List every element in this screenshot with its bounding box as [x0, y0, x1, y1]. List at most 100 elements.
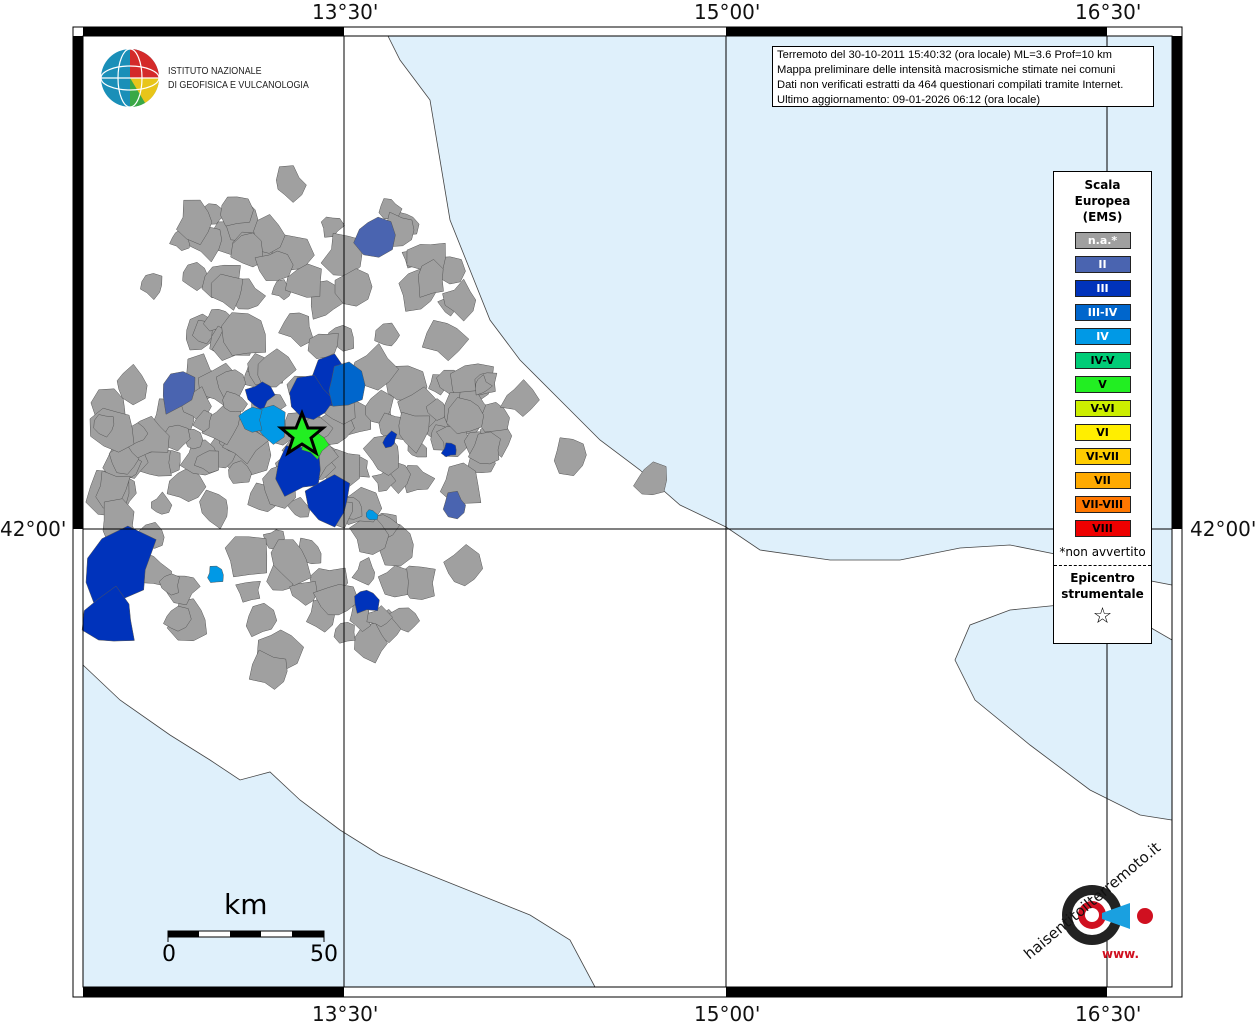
municipality — [151, 491, 173, 515]
legend-title: (EMS) — [1082, 210, 1123, 224]
municipality — [366, 605, 393, 628]
lon-label-bottom: 15°00' — [694, 1002, 761, 1024]
municipality — [210, 273, 244, 311]
municipality — [289, 581, 318, 606]
municipality — [278, 312, 314, 348]
legend-title: Scala — [1084, 178, 1121, 192]
scale-unit: km — [224, 888, 268, 921]
municipality — [353, 216, 396, 258]
legend-swatch: VIII — [1074, 520, 1131, 537]
municipality — [228, 460, 252, 484]
lon-label-top: 15°00' — [694, 0, 761, 24]
municipality — [351, 557, 375, 586]
haisentito-logo: haisentitoilterremoto.it www. — [1020, 838, 1164, 975]
scale-max: 50 — [310, 942, 338, 967]
municipality — [333, 622, 356, 644]
info-line: Mappa preliminare delle intensità macros… — [777, 64, 1116, 76]
municipality — [199, 489, 228, 530]
legend-swatch: VI-VII — [1074, 448, 1131, 465]
municipality — [388, 607, 421, 633]
legend-swatch: VII-VIII — [1074, 496, 1131, 513]
lon-label-bottom: 13°30' — [312, 1002, 379, 1024]
municipality — [421, 320, 470, 362]
municipality — [162, 371, 196, 415]
intensity-legend: Scala Europea (EMS) n.a.* II III III-IV IV IV-V… — [1053, 171, 1152, 644]
municipality — [382, 430, 398, 449]
municipality — [244, 381, 276, 412]
municipality — [257, 348, 297, 388]
municipality — [349, 514, 390, 555]
municipality — [224, 536, 268, 578]
legend-swatch: n.a.* — [1074, 232, 1131, 249]
municipality — [248, 649, 288, 690]
municipality — [467, 431, 501, 465]
municipality — [192, 409, 213, 433]
municipality — [193, 450, 219, 474]
scale-min: 0 — [162, 942, 176, 967]
municipality — [475, 374, 493, 396]
lon-label-top: 13°30' — [312, 0, 379, 24]
municipality — [163, 605, 192, 632]
municipality — [304, 474, 351, 528]
frame-ticks — [73, 27, 1182, 997]
epicenter-star-icon — [276, 408, 328, 457]
municipality — [289, 375, 335, 420]
municipality — [220, 196, 254, 227]
municipality — [235, 580, 261, 603]
municipality — [207, 565, 224, 583]
municipality — [116, 363, 148, 406]
municipality — [442, 278, 477, 322]
municipality — [442, 490, 466, 520]
epicenter-label: strumentale — [1061, 587, 1144, 601]
municipality — [417, 259, 444, 298]
municipality — [245, 602, 278, 638]
municipality — [176, 199, 213, 246]
municipality — [398, 411, 430, 454]
star-icon: ☆ — [1092, 604, 1113, 629]
municipality — [286, 496, 311, 518]
municipality — [374, 322, 400, 347]
legend-swatch: III-IV — [1074, 304, 1131, 321]
legend-note: *non avvertito — [1059, 545, 1146, 559]
municipality — [633, 461, 667, 496]
municipality — [328, 361, 366, 407]
lat-label-right: 42°00' — [1190, 517, 1255, 541]
legend-swatch: IV — [1074, 328, 1131, 345]
municipality — [238, 406, 263, 433]
municipality — [159, 573, 180, 596]
municipality — [182, 262, 209, 292]
municipality — [354, 622, 388, 664]
legend-swatch: II — [1074, 256, 1131, 273]
municipality — [222, 390, 248, 413]
municipality — [85, 525, 157, 611]
municipality — [93, 414, 115, 438]
municipality — [254, 250, 294, 281]
municipality — [140, 273, 163, 301]
municipality — [276, 165, 307, 203]
logo-prefix: www. — [1102, 947, 1140, 961]
municipality — [425, 398, 447, 421]
event-info-box: Terremoto del 30-10-2011 15:40:32 (ora l… — [772, 46, 1154, 107]
legend-swatch: VI — [1074, 424, 1131, 441]
municipality — [354, 589, 380, 614]
legend-swatch: VII — [1074, 472, 1131, 489]
graticule — [83, 36, 1172, 987]
municipality — [377, 565, 409, 598]
epicenter-label: Epicentro — [1070, 571, 1135, 585]
municipality — [285, 263, 322, 298]
lat-label-left: 42°00' — [0, 517, 67, 541]
logo-line1: ISTITUTO NAZIONALE — [168, 65, 262, 77]
legend-swatch: III — [1074, 280, 1131, 297]
tyrrhenian-sea — [82, 664, 596, 988]
logo-line2: DI GEOFISICA E VULCANOLOGIA — [168, 79, 309, 91]
lon-label-top: 16°30' — [1075, 0, 1142, 24]
ingv-logo: ISTITUTO NAZIONALE DI GEOFISICA E VULCANO… — [100, 48, 334, 108]
municipality — [221, 312, 266, 356]
municipality — [365, 509, 379, 521]
info-line: Dati non verificati estratti da 464 ques… — [777, 79, 1124, 91]
info-line: Terremoto del 30-10-2011 15:40:32 (ora l… — [777, 49, 1112, 61]
municipality — [270, 539, 312, 586]
municipality — [446, 397, 484, 434]
